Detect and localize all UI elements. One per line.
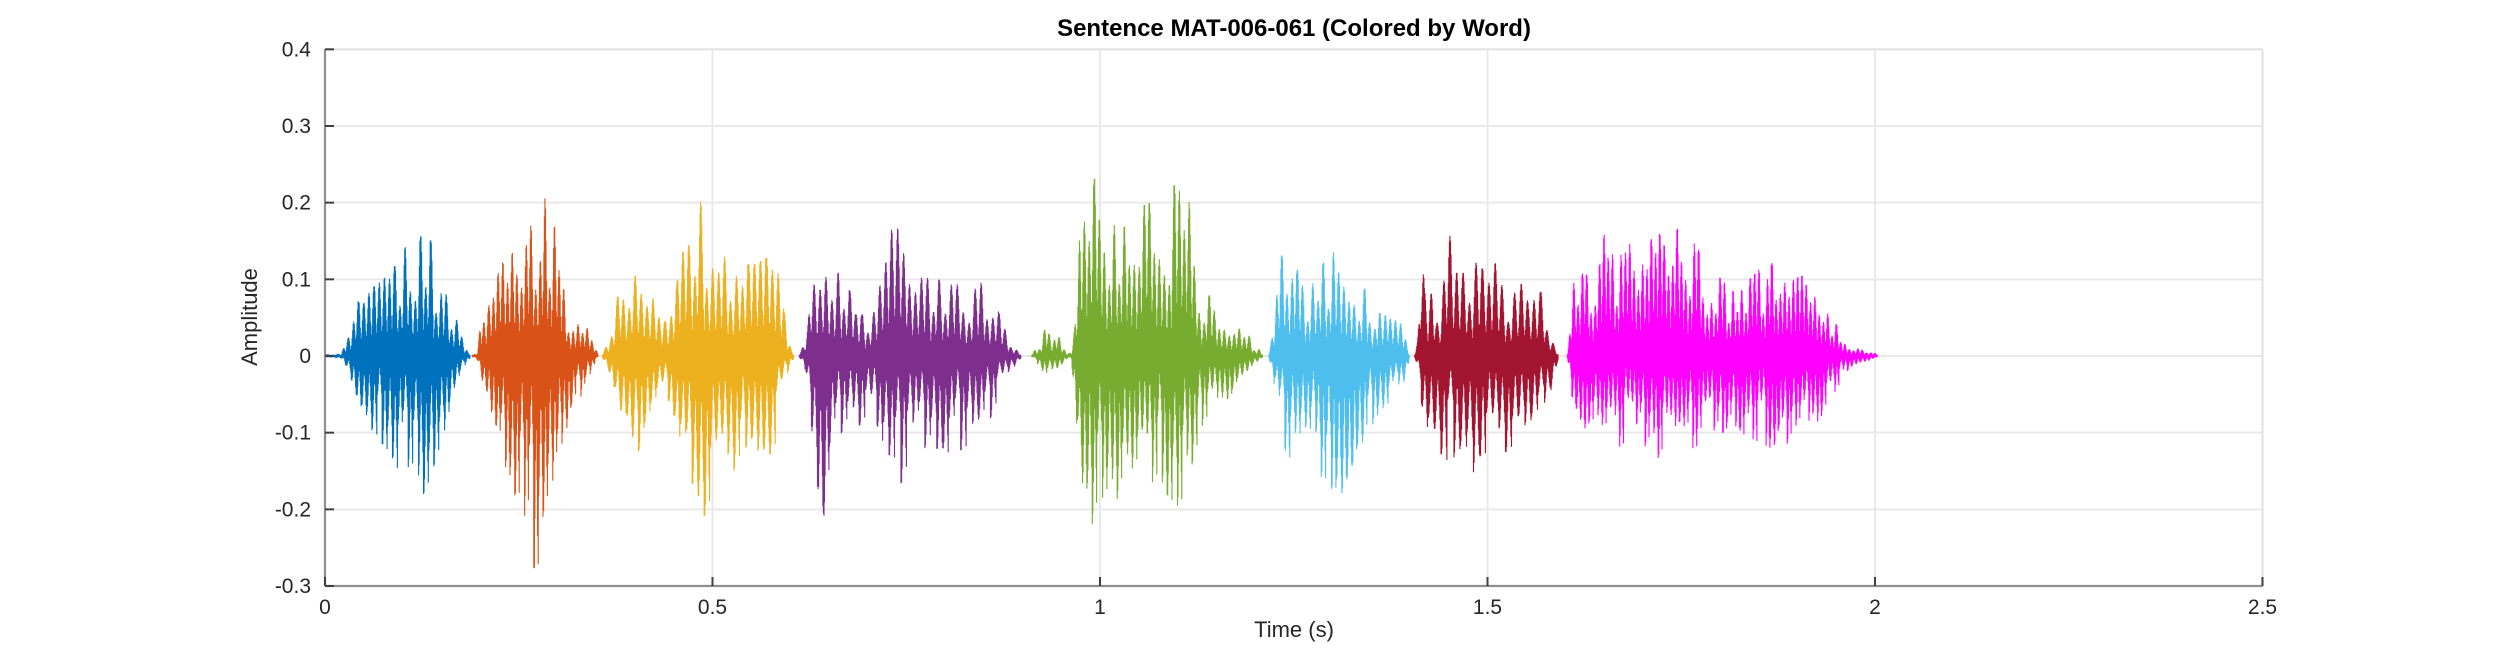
x-tick-label-0: 0 [319, 596, 331, 619]
x-tick-label-1: 1 [1094, 596, 1106, 619]
tick-label-layer: 0 0.5 1 1.5 2 2.5 -0.3 -0.2 -0.1 0 0.1 0.2 0.3 0.4 [275, 38, 2277, 619]
y-tick-label-0.2: 0.2 [282, 192, 311, 215]
waveform-word-8 [1566, 228, 1878, 459]
chart-title: Sentence MAT-006-061 (Colored by Word) [1057, 15, 1531, 42]
x-axis-label: Time (s) [1254, 617, 1334, 642]
waveform-word-5 [1031, 178, 1264, 525]
waveform-word-4 [798, 228, 1022, 516]
x-tick-label-0.5: 0.5 [698, 596, 727, 619]
x-tick-label-2.5: 2.5 [2248, 596, 2277, 619]
waveform-word-2 [471, 198, 599, 569]
y-tick-label--0.3: -0.3 [275, 575, 311, 598]
waveform-word-1 [324, 236, 471, 494]
waveform-word-7 [1414, 235, 1559, 473]
y-tick-label--0.2: -0.2 [275, 498, 311, 521]
x-tick-label-1.5: 1.5 [1473, 596, 1502, 619]
y-tick-label-0: 0 [299, 345, 311, 368]
waveform-word-6 [1268, 252, 1410, 494]
y-tick-label-0.1: 0.1 [282, 268, 311, 291]
y-axis-label: Amplitude [237, 268, 262, 366]
y-tick-label--0.1: -0.1 [275, 422, 311, 445]
y-tick-label-0.3: 0.3 [282, 115, 311, 138]
axis-layer [323, 48, 2264, 588]
y-tick-label-0.4: 0.4 [282, 38, 312, 61]
waveform-layer [324, 178, 1878, 569]
x-tick-label-2: 2 [1869, 596, 1881, 619]
waveform-word-3 [601, 201, 795, 517]
